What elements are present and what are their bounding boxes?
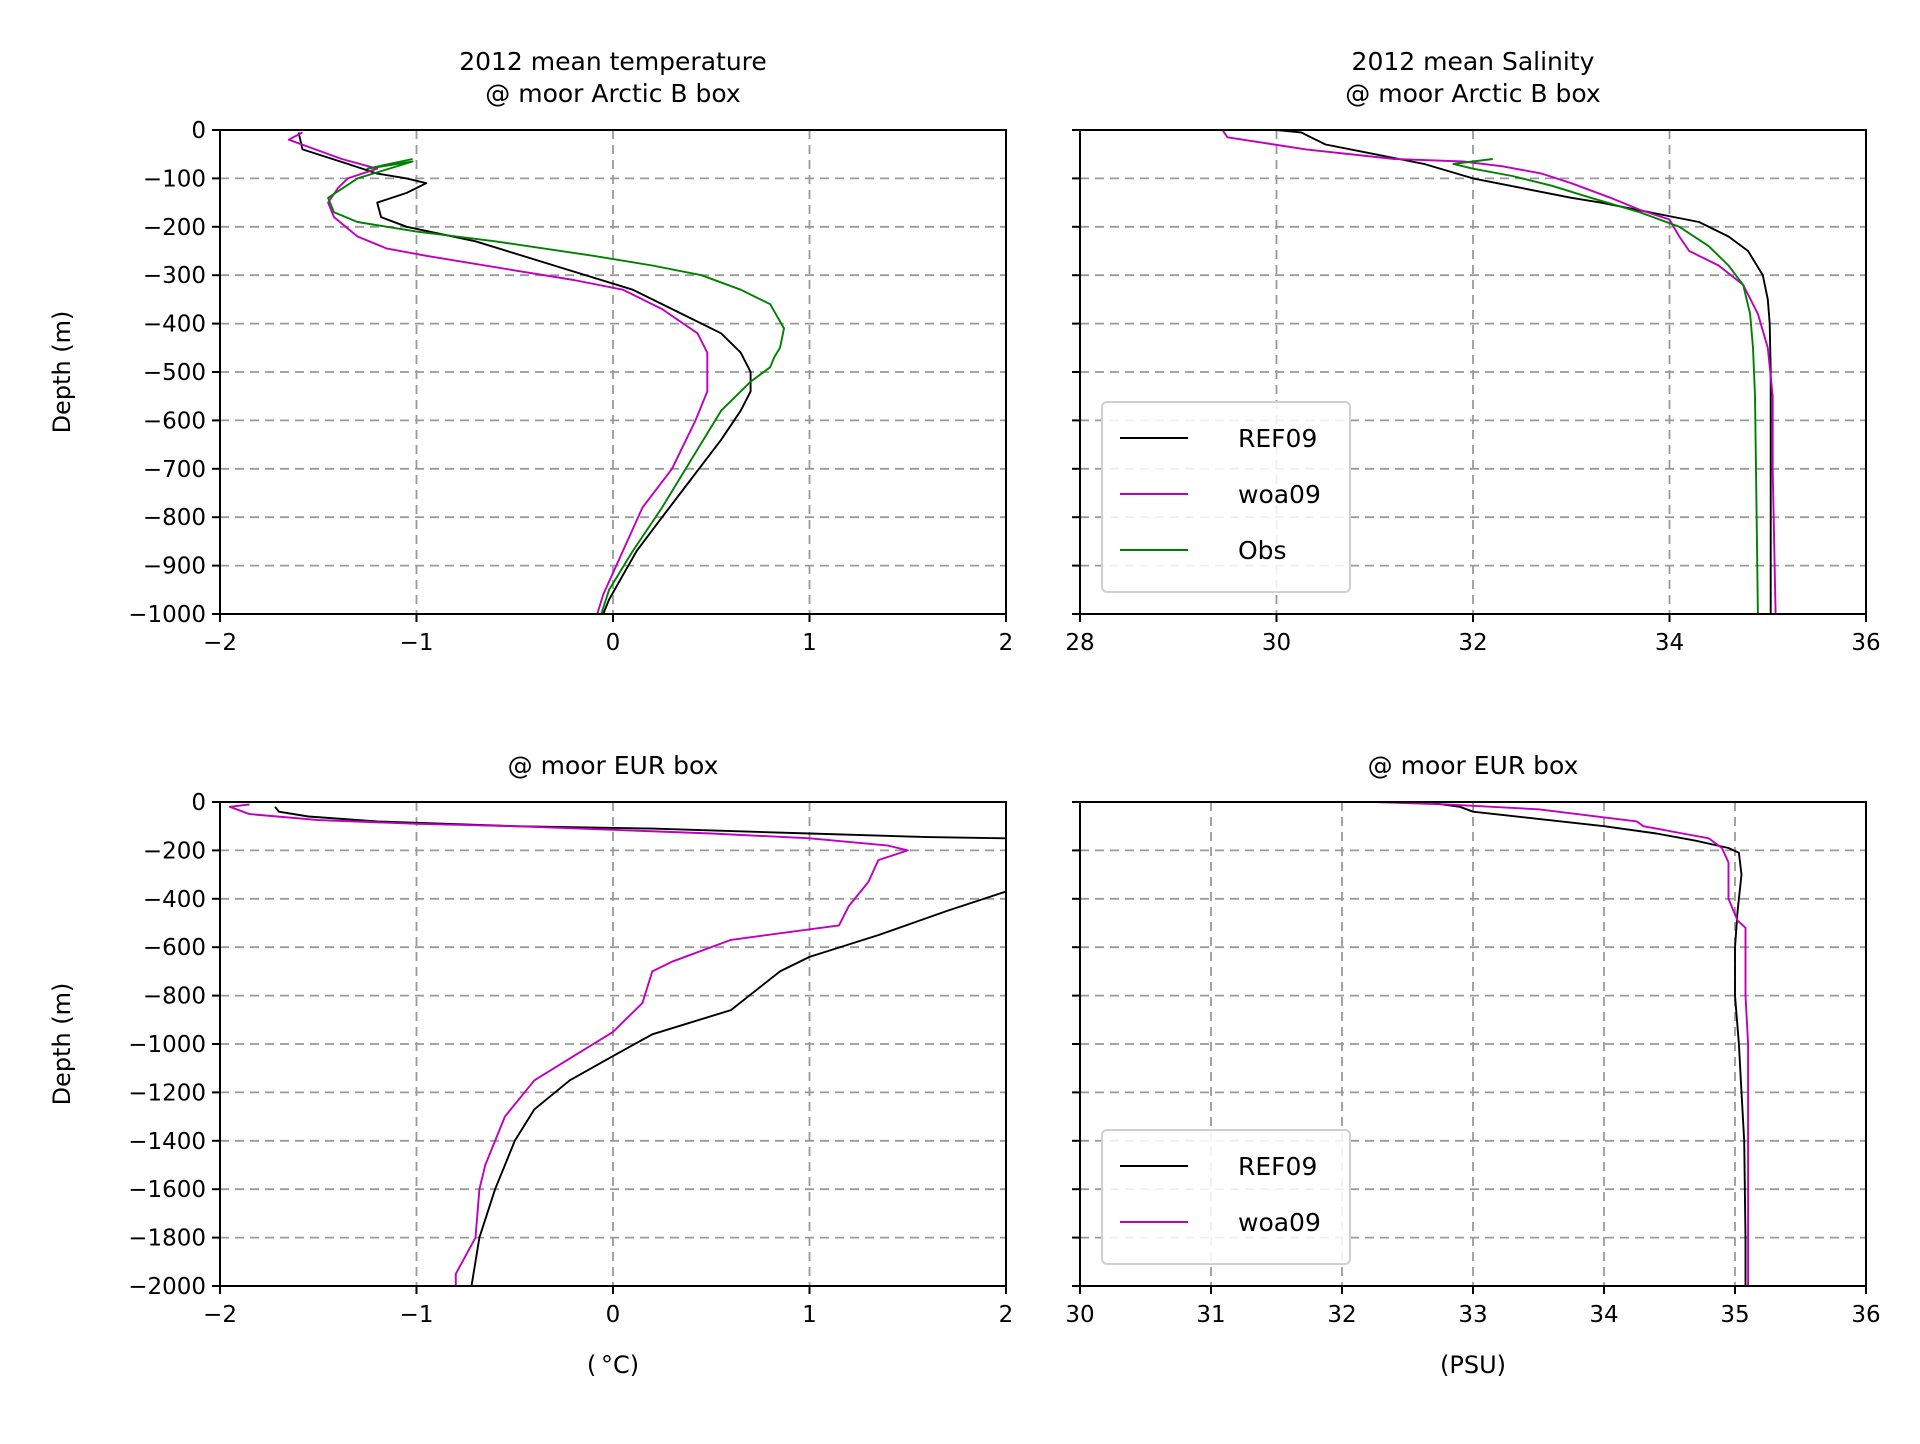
panel-sal-eur: 30 31 32 33 34 35 36 @ moor EUR box (PSU) REF09 wo… — [1065, 751, 1880, 1379]
x-tick-label: 2 — [999, 1302, 1014, 1328]
series-line-ref09 — [1433, 802, 1747, 1286]
chart-title: @ moor EUR box — [1368, 751, 1579, 780]
panel-sal-arctic: 28 30 32 34 36 2012 mean Salinity @ moor Arcti… — [1065, 47, 1880, 656]
x-tick-label: 0 — [606, 1302, 621, 1328]
x-tick-label: 32 — [1458, 630, 1487, 656]
y-tick-label: −800 — [143, 984, 206, 1010]
legend: REF09 woa09 Obs — [1101, 401, 1351, 593]
legend-label: woa09 — [1238, 480, 1321, 509]
y-tick-label: −700 — [143, 457, 206, 483]
y-tick-label: 0 — [191, 790, 206, 816]
y-tick-label: −1000 — [128, 602, 206, 628]
legend-label: REF09 — [1238, 1152, 1317, 1181]
series-line-obs — [1452, 158, 1759, 614]
series-line-woa09 — [1374, 802, 1750, 1286]
x-tick-label: 2 — [999, 630, 1014, 656]
x-tick-label: 30 — [1065, 1302, 1094, 1328]
y-tick-label: −400 — [143, 312, 206, 338]
series-line-woa09 — [228, 803, 909, 1286]
x-tick-label: −1 — [400, 630, 434, 656]
y-axis-label: Depth (m) — [48, 983, 76, 1106]
x-tick-label: 35 — [1720, 1302, 1749, 1328]
x-tick-label: 33 — [1458, 1302, 1487, 1328]
legend-box — [1101, 1129, 1351, 1265]
legend-label: woa09 — [1238, 1208, 1321, 1237]
x-tick-label: 36 — [1851, 1302, 1880, 1328]
panel-temp-arctic: −2 −1 0 1 2 0 −100 −200 −300 −400 −500 −600 −700 −800… — [48, 47, 1013, 656]
y-tick-label: −500 — [143, 360, 206, 386]
y-tick-label: −600 — [143, 935, 206, 961]
y-tick-label: −1400 — [128, 1129, 206, 1155]
x-tick-label: 34 — [1589, 1302, 1618, 1328]
x-tick-label: 30 — [1262, 630, 1291, 656]
x-tick-label: 0 — [606, 630, 621, 656]
series-line-obs — [327, 158, 785, 614]
chart-title: 2012 mean temperature @ moor Arctic B box — [459, 47, 767, 108]
legend-box — [1101, 401, 1351, 593]
x-tick-label: 1 — [802, 1302, 817, 1328]
x-axis-label: (PSU) — [1440, 1351, 1506, 1379]
chart-title: 2012 mean Salinity @ moor Arctic B box — [1345, 47, 1600, 108]
panel-temp-eur: −2 −1 0 1 2 0 −200 −400 −600 −800 −1000 −1200 −1400 −… — [48, 751, 1014, 1379]
x-tick-label: −2 — [203, 1302, 237, 1328]
y-tick-label: 0 — [191, 118, 206, 144]
y-tick-label: −1200 — [128, 1080, 206, 1106]
x-tick-label: 34 — [1655, 630, 1684, 656]
x-tick-label: 28 — [1065, 630, 1094, 656]
y-tick-label: −200 — [143, 838, 206, 864]
x-tick-label: 1 — [802, 630, 817, 656]
chart-title: @ moor EUR box — [508, 751, 719, 780]
y-tick-label: −900 — [143, 554, 206, 580]
y-tick-label: −1600 — [128, 1177, 206, 1203]
y-tick-label: −800 — [143, 505, 206, 531]
legend: REF09 woa09 — [1101, 1129, 1351, 1265]
y-tick-label: −1800 — [128, 1226, 206, 1252]
y-tick-label: −400 — [143, 887, 206, 913]
series-line-ref09 — [297, 132, 752, 614]
y-tick-label: −200 — [143, 215, 206, 241]
series-line-woa09 — [1221, 130, 1777, 614]
x-tick-label: 31 — [1196, 1302, 1225, 1328]
legend-label: Obs — [1238, 536, 1287, 565]
y-tick-label: −1000 — [128, 1032, 206, 1058]
y-axis-label: Depth (m) — [48, 311, 76, 434]
x-tick-label: −1 — [400, 1302, 434, 1328]
series-line-ref09 — [274, 806, 1006, 1286]
x-tick-label: 36 — [1851, 630, 1880, 656]
y-tick-label: −2000 — [128, 1274, 206, 1300]
y-tick-label: −300 — [143, 263, 206, 289]
y-tick-label: −600 — [143, 408, 206, 434]
y-tick-label: −100 — [143, 166, 206, 192]
x-tick-label: −2 — [203, 630, 237, 656]
x-axis-label: ( °C) — [587, 1351, 639, 1379]
x-tick-label: 32 — [1327, 1302, 1356, 1328]
legend-label: REF09 — [1238, 424, 1317, 453]
